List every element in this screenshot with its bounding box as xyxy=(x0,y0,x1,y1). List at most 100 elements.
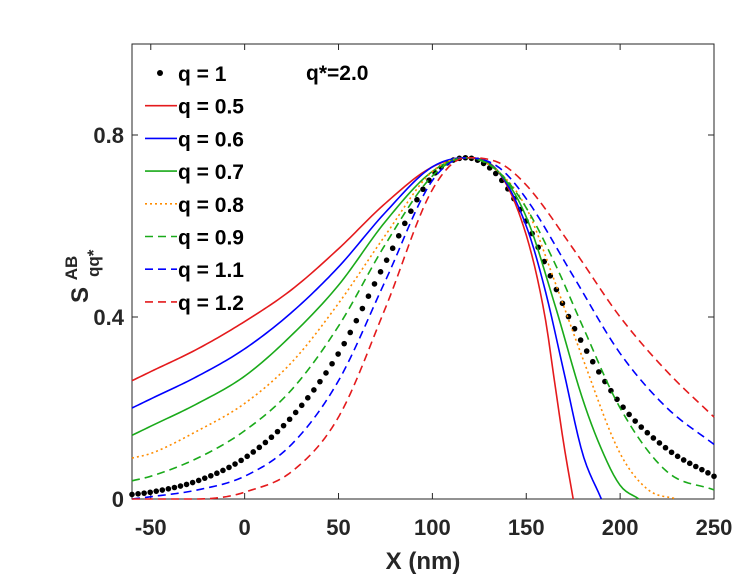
series-point xyxy=(620,404,626,411)
legend-item: q = 0.5 xyxy=(145,96,244,119)
y-label-superscript: AB xyxy=(62,256,81,281)
x-tick-label: 50 xyxy=(326,515,350,540)
series-point xyxy=(699,466,705,473)
series-point xyxy=(311,387,317,393)
series-point xyxy=(492,170,499,177)
series-point xyxy=(662,444,669,451)
series-point xyxy=(565,313,572,320)
series-point xyxy=(705,470,711,476)
series-point xyxy=(214,470,220,477)
legend-item: q = 1.1 xyxy=(145,259,244,282)
legend-marker xyxy=(157,70,163,76)
legend-label: q = 0.8 xyxy=(178,194,244,217)
series-point xyxy=(268,434,275,441)
series-point xyxy=(183,481,190,488)
legend-item: q = 0.8 xyxy=(145,194,244,217)
series-point xyxy=(220,467,226,474)
series-point xyxy=(201,475,208,481)
x-tick-label: 150 xyxy=(508,515,545,540)
series-point xyxy=(589,358,596,365)
x-tick-label: 100 xyxy=(414,515,451,540)
series-point xyxy=(408,208,414,214)
legend-item: q = 0.6 xyxy=(145,128,244,151)
series-q-0-6-line xyxy=(131,156,603,500)
series-point xyxy=(638,424,645,430)
series-point xyxy=(383,257,390,263)
series-point xyxy=(189,479,196,486)
series-point xyxy=(693,463,699,470)
series-point xyxy=(377,269,384,275)
y-label-subscript: qq* xyxy=(84,249,103,277)
series-point xyxy=(577,337,584,343)
series-point xyxy=(280,422,287,429)
series-point xyxy=(317,378,323,385)
series-point xyxy=(711,473,717,480)
series-point xyxy=(559,300,566,307)
series-point xyxy=(238,457,244,464)
series-point xyxy=(305,395,311,401)
series-point xyxy=(129,491,135,498)
annotation-q-star: q*=2.0 xyxy=(306,62,368,85)
series-point xyxy=(323,370,329,376)
series-point xyxy=(298,402,305,409)
y-tick-label: 0.8 xyxy=(93,123,124,148)
x-tick-label: 0 xyxy=(239,515,251,540)
legend-item: q = 0.9 xyxy=(145,227,244,250)
series-point xyxy=(292,409,299,416)
series-point xyxy=(402,220,408,227)
y-tick-label: 0 xyxy=(112,487,124,512)
series-point xyxy=(286,416,293,423)
series-point xyxy=(171,484,178,491)
series-layer xyxy=(129,154,717,500)
series-point xyxy=(147,489,153,496)
legend-label: q = 0.6 xyxy=(178,128,244,151)
series-point xyxy=(680,457,687,463)
series-point xyxy=(644,429,651,436)
legend-label: q = 0.5 xyxy=(178,96,244,119)
legend-item: q = 1 xyxy=(157,63,227,86)
axis-ticks: -50 0 50 100 150 200 250 0 0.4 0.8 xyxy=(93,44,732,540)
svg-text:S AB qq*: S AB qq* xyxy=(56,249,103,303)
legend-label: q = 1.1 xyxy=(178,259,244,282)
series-point xyxy=(226,464,232,471)
series-point xyxy=(583,348,590,354)
series-point xyxy=(135,491,141,497)
legend-item: q = 1.2 xyxy=(145,292,244,315)
series-point xyxy=(341,340,347,347)
plot-area xyxy=(131,43,715,500)
series-point xyxy=(195,477,202,484)
series-point xyxy=(153,488,160,494)
x-tick-label: -50 xyxy=(135,515,167,540)
series-point xyxy=(668,449,675,456)
series-point xyxy=(414,196,420,203)
series-point xyxy=(208,472,214,479)
legend-label: q = 1.2 xyxy=(178,292,244,315)
series-point xyxy=(262,439,269,446)
series-point xyxy=(632,418,638,424)
x-tick-label: 250 xyxy=(696,515,733,540)
series-point xyxy=(347,329,354,336)
series-point xyxy=(232,461,238,467)
series-q-1-2-line xyxy=(132,156,715,500)
legend-item: q = 0.7 xyxy=(145,161,244,184)
series-point xyxy=(420,186,426,193)
series-point xyxy=(395,233,402,239)
series-point xyxy=(250,449,257,455)
series-point xyxy=(329,360,335,367)
series-point xyxy=(165,486,172,492)
series-point xyxy=(335,351,341,357)
series-point xyxy=(389,245,396,252)
series-q-0-7-line xyxy=(131,156,640,500)
series-point xyxy=(365,293,372,300)
y-axis-label: S AB qq* xyxy=(56,249,103,303)
series-point xyxy=(596,369,602,375)
series-point xyxy=(256,444,263,451)
series-point xyxy=(177,483,184,489)
series-point xyxy=(244,453,250,460)
series-q-0-9-line xyxy=(131,156,715,491)
x-tick-label: 200 xyxy=(602,515,639,540)
series-point xyxy=(141,490,147,496)
legend-label: q = 1 xyxy=(178,63,227,86)
series-point xyxy=(159,487,166,493)
